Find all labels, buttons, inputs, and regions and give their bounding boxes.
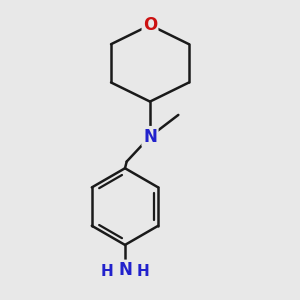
Text: N: N <box>118 261 132 279</box>
Text: H: H <box>100 264 113 279</box>
Text: N: N <box>143 128 157 146</box>
Text: H: H <box>137 264 150 279</box>
Text: O: O <box>143 16 157 34</box>
